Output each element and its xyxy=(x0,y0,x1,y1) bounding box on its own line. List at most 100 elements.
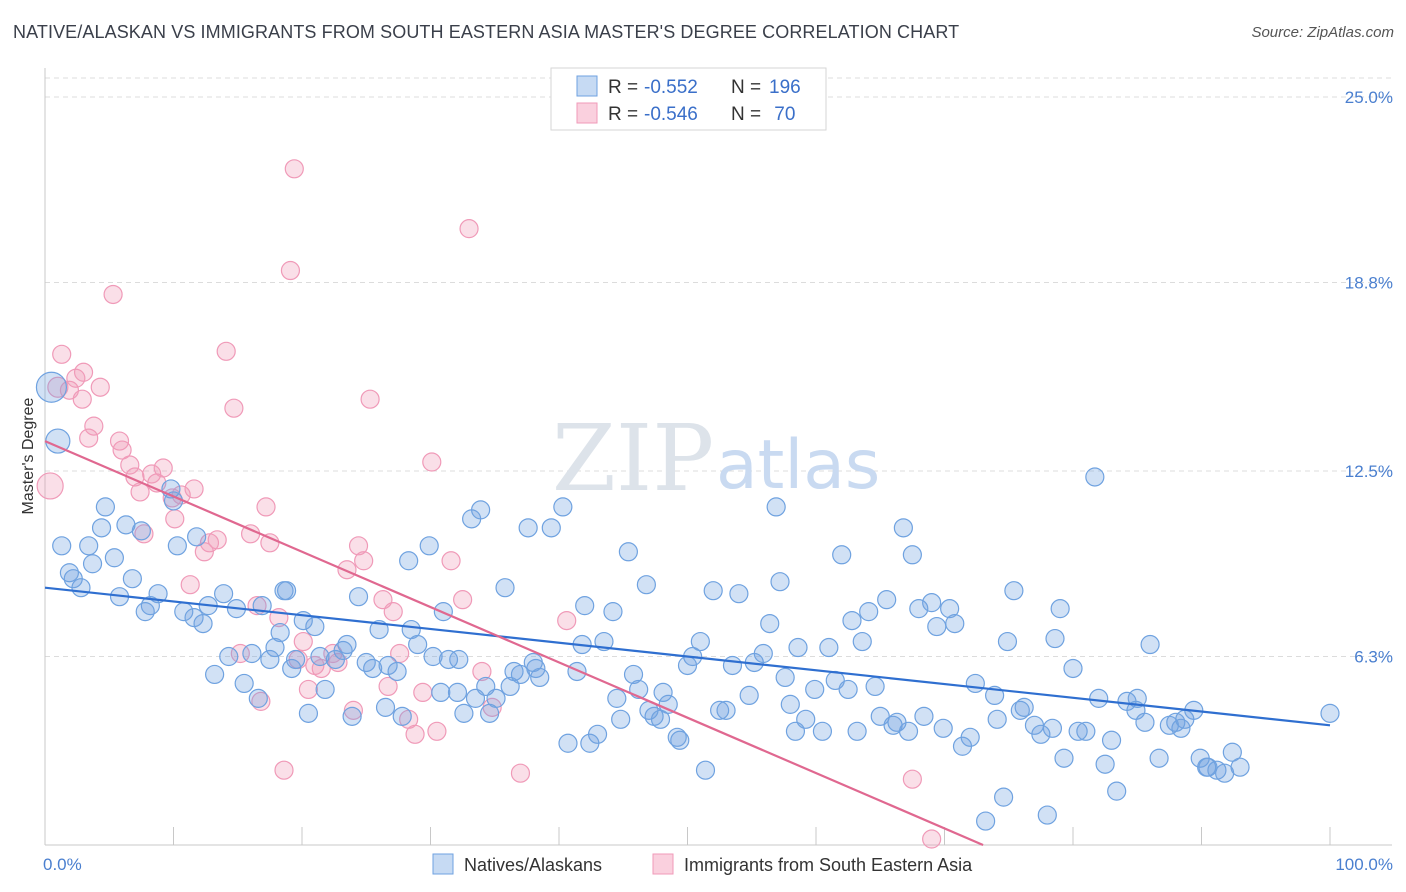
immigrants-point xyxy=(142,464,162,484)
series-immigrants-points xyxy=(36,159,942,849)
natives-point xyxy=(1031,724,1051,744)
natives-point xyxy=(82,554,103,574)
natives-point xyxy=(766,497,786,517)
source-label: Source: ZipAtlas.com xyxy=(1251,24,1394,41)
legend-r-value-2: -0.546 xyxy=(644,104,698,125)
natives-point xyxy=(530,667,550,688)
natives-point xyxy=(431,682,451,703)
natives-point xyxy=(729,584,749,604)
immigrants-point xyxy=(153,458,173,478)
natives-point xyxy=(454,703,474,723)
natives-point xyxy=(518,518,538,538)
immigrants-point xyxy=(230,643,250,664)
natives-point xyxy=(1050,599,1070,619)
natives-point xyxy=(135,602,155,622)
natives-point xyxy=(838,679,858,700)
natives-point xyxy=(447,682,468,703)
natives-point xyxy=(375,697,396,717)
natives-point xyxy=(667,727,687,747)
natives-point xyxy=(1140,634,1160,655)
immigrants-point xyxy=(413,682,433,703)
natives-point xyxy=(1107,781,1127,801)
natives-point xyxy=(832,545,852,565)
natives-point xyxy=(449,649,469,670)
natives-point xyxy=(618,542,638,562)
natives-point xyxy=(558,733,578,753)
immigrants-point xyxy=(557,610,577,631)
immigrants-point xyxy=(79,428,99,448)
natives-point xyxy=(471,500,491,520)
legend-n-value-2: 70 xyxy=(769,104,795,125)
natives-point xyxy=(337,634,357,655)
natives-point xyxy=(1068,721,1088,741)
natives-point xyxy=(877,590,897,610)
natives-point xyxy=(987,709,1007,729)
natives-point xyxy=(940,599,960,619)
natives-point xyxy=(607,688,627,708)
natives-point xyxy=(79,536,99,556)
natives-point xyxy=(703,581,723,601)
legend-r-label-2: R = xyxy=(608,104,638,125)
immigrants-point xyxy=(90,377,110,397)
natives-point xyxy=(1063,658,1083,679)
natives-point xyxy=(348,587,369,607)
natives-point xyxy=(148,584,168,604)
natives-point xyxy=(760,613,780,634)
natives-point xyxy=(805,679,825,700)
bottom-legend-swatch-blue xyxy=(432,853,454,875)
natives-point xyxy=(71,578,91,598)
natives-point xyxy=(670,730,690,750)
natives-point xyxy=(140,596,160,616)
natives-point xyxy=(796,709,816,729)
natives-point xyxy=(1042,718,1063,738)
stats-legend: R = -0.552 N = 196 R = -0.546 N = 70 xyxy=(550,67,827,131)
natives-point xyxy=(1095,754,1115,774)
immigrants-point xyxy=(354,551,374,571)
natives-point xyxy=(122,569,142,589)
natives-point xyxy=(1054,748,1074,768)
natives-point xyxy=(902,545,922,565)
natives-point xyxy=(965,673,985,694)
natives-point xyxy=(1230,757,1250,777)
natives-point xyxy=(495,578,515,598)
natives-point xyxy=(363,658,383,679)
axes xyxy=(44,68,1392,846)
immigrants-point xyxy=(348,536,369,556)
immigrants-point xyxy=(298,679,319,700)
legend-r-label-1: R = xyxy=(608,77,638,98)
immigrants-point xyxy=(280,260,301,281)
legend-swatch-blue xyxy=(576,75,598,97)
natives-point xyxy=(167,536,187,556)
series-natives-points xyxy=(35,371,1340,831)
natives-point xyxy=(369,619,389,640)
natives-point xyxy=(219,646,239,667)
natives-point xyxy=(819,637,839,658)
immigrants-point xyxy=(383,602,403,622)
bottom-legend-natives: Natives/Alaskans xyxy=(464,855,602,875)
natives-trend-line xyxy=(44,586,1331,727)
natives-point xyxy=(997,631,1018,652)
natives-point xyxy=(438,649,459,670)
immigrants-point xyxy=(337,560,357,580)
immigrants-point xyxy=(134,524,154,544)
immigrants-point xyxy=(36,472,64,500)
natives-point xyxy=(104,548,124,568)
natives-point xyxy=(603,602,623,622)
legend-n-label-1: N = xyxy=(731,77,761,98)
immigrants-point xyxy=(293,631,313,652)
immigrants-point xyxy=(72,389,92,409)
y-tick-label: 6.3% xyxy=(1354,648,1393,667)
natives-point xyxy=(285,649,306,670)
bottom-legend-immigrants: Immigrants from South Eastern Asia xyxy=(684,855,973,875)
natives-point xyxy=(214,584,234,604)
natives-point xyxy=(739,685,759,706)
natives-point xyxy=(408,634,428,655)
immigrants-point xyxy=(52,344,72,364)
natives-point xyxy=(611,709,631,729)
immigrants-point xyxy=(274,760,294,780)
immigrants-point xyxy=(284,159,304,179)
immigrants-point xyxy=(256,497,276,517)
natives-point xyxy=(945,613,965,634)
y-axis-label: Master's Degree xyxy=(20,397,37,514)
natives-point xyxy=(392,706,412,726)
